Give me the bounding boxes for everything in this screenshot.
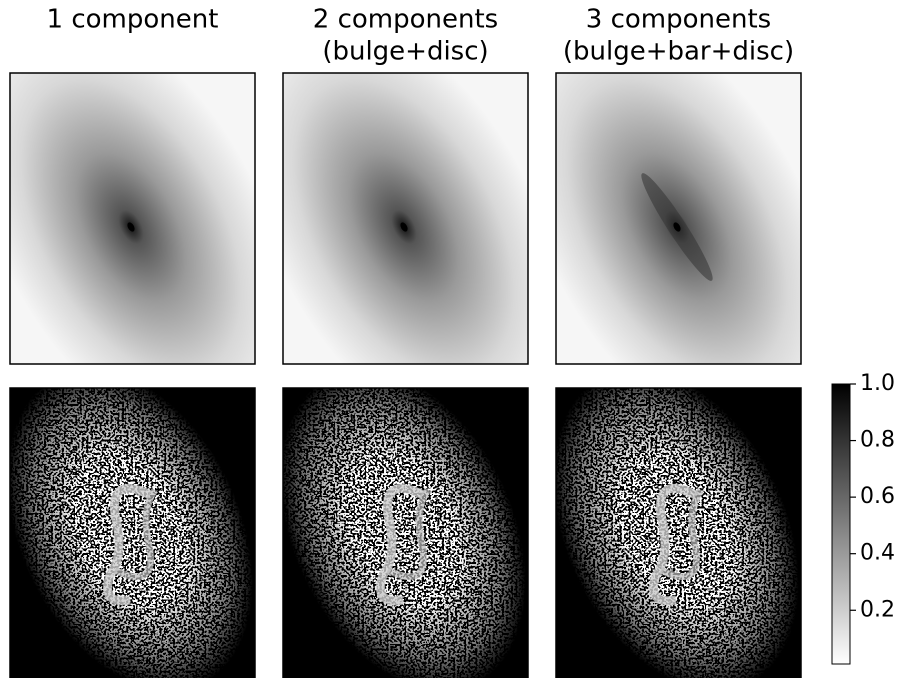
noise <box>283 388 528 678</box>
frame <box>555 387 802 678</box>
colorbar-tick-label: 0.8 <box>860 428 895 453</box>
colorbar-tick-label: 0.4 <box>860 541 895 566</box>
model-image <box>556 73 801 364</box>
panel-title: 3 components <box>586 5 771 35</box>
colorbar-tick-label: 1.0 <box>860 371 895 396</box>
core <box>400 222 408 232</box>
residual-image <box>10 388 255 678</box>
frame <box>9 72 256 365</box>
frame <box>282 72 529 365</box>
colorbar-ticks: 0.2 0.4 0.6 0.8 1.0 <box>850 371 895 622</box>
noise <box>10 388 255 678</box>
panel-title: 2 components <box>313 5 498 35</box>
colorbar-tick-label: 0.2 <box>860 597 895 622</box>
frame <box>9 387 256 678</box>
panel-title: 1 component <box>47 5 219 35</box>
residual-image <box>556 388 801 678</box>
arm <box>659 487 704 581</box>
frame <box>282 387 529 678</box>
residual-image <box>283 388 528 678</box>
arm <box>113 487 158 581</box>
arm <box>103 483 153 606</box>
arm <box>649 483 699 606</box>
arm <box>386 487 431 581</box>
panel-title: (bulge+disc) <box>322 37 488 67</box>
panel-title: (bulge+bar+disc) <box>563 37 794 67</box>
colorbar <box>831 383 851 665</box>
core <box>127 222 135 232</box>
model-image <box>283 73 528 364</box>
frame <box>555 72 802 365</box>
core <box>673 222 681 232</box>
arm <box>376 483 426 606</box>
colorbar-tick-label: 0.6 <box>860 484 895 509</box>
model-image <box>10 73 255 364</box>
noise <box>556 388 801 678</box>
